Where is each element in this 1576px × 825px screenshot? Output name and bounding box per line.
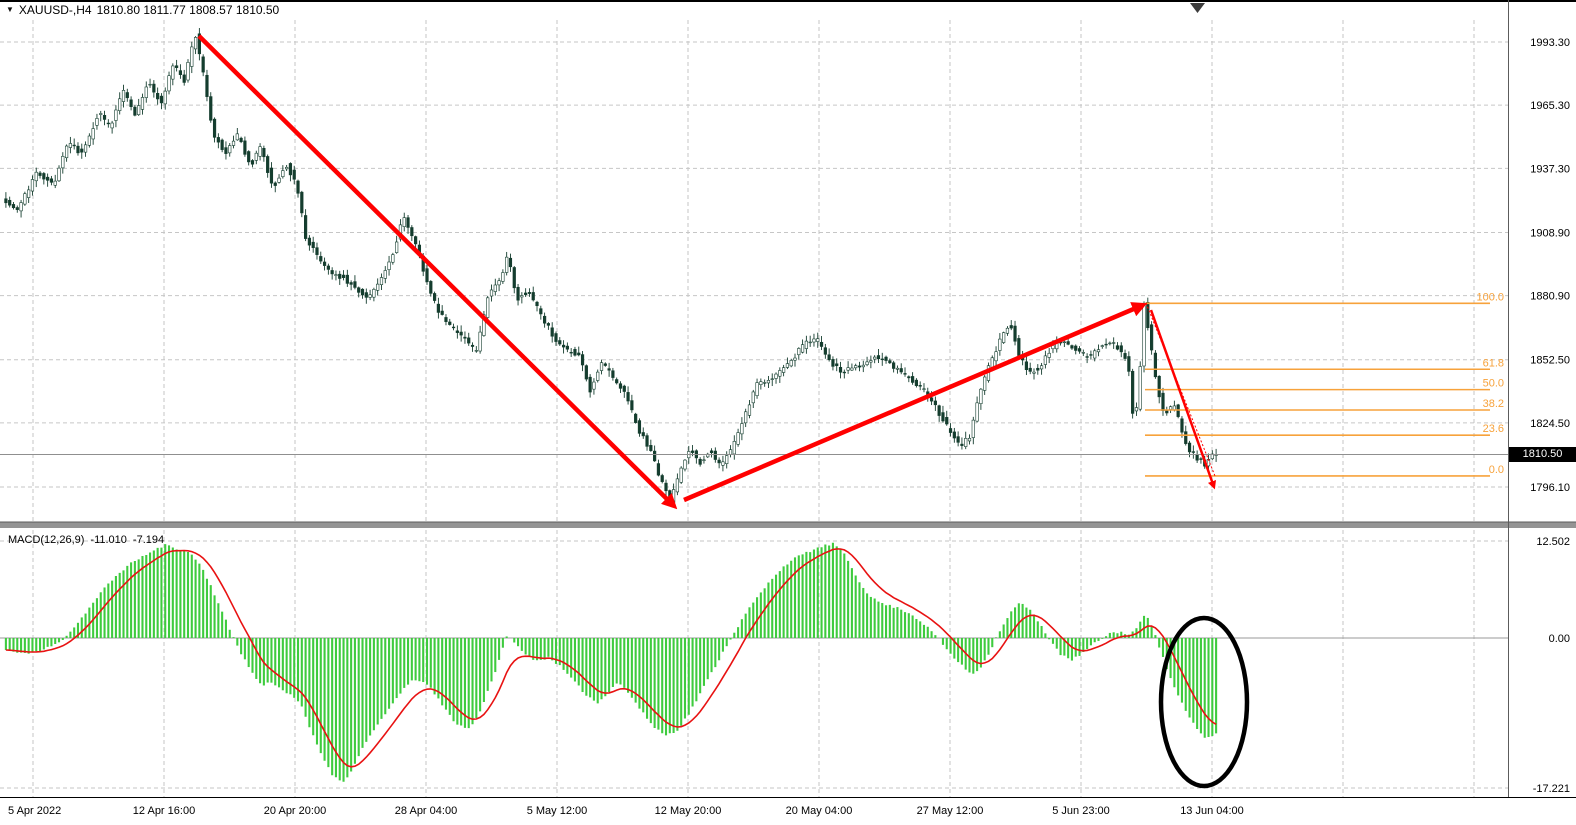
price-tick-label: 1908.90 bbox=[1530, 227, 1570, 239]
price-tick-label: 1852.50 bbox=[1530, 355, 1570, 367]
symbol-period-label: XAUUSD-,H4 bbox=[18, 3, 92, 17]
fib-level-label: 38.2 bbox=[1483, 398, 1504, 410]
price-tick-label: 1993.30 bbox=[1530, 37, 1570, 49]
fib-level-label: 100.0 bbox=[1476, 291, 1504, 303]
candlestick-series bbox=[4, 28, 1218, 507]
macd-indicator-header: MACD(12,26,9) -11.010 -7.194 bbox=[8, 534, 164, 546]
time-tick-label: 5 Apr 2022 bbox=[8, 805, 61, 817]
time-tick-label: 28 Apr 04:00 bbox=[395, 805, 457, 817]
macd-value-label: -11.010 bbox=[90, 534, 127, 546]
time-axis[interactable] bbox=[0, 797, 1576, 825]
time-tick-label: 20 May 04:00 bbox=[786, 805, 853, 817]
fib-level-label: 61.8 bbox=[1483, 357, 1504, 369]
macd-tick-label: 12.502 bbox=[1536, 536, 1570, 548]
price-tick-label: 1796.10 bbox=[1530, 482, 1570, 494]
time-tick-label: 12 Apr 16:00 bbox=[133, 805, 195, 817]
macd-tick-label: -17.221 bbox=[1533, 783, 1570, 795]
uptrend-arrow[interactable] bbox=[683, 302, 1148, 503]
current-price-badge: 1810.50 bbox=[1509, 447, 1576, 462]
time-tick-label: 27 May 12:00 bbox=[917, 805, 984, 817]
time-tick-label: 13 Jun 04:00 bbox=[1180, 805, 1244, 817]
time-tick-label: 5 May 12:00 bbox=[527, 805, 588, 817]
fibonacci-retracement[interactable]: 100.0 61.8 50.0 38.2 23.6 0.0 bbox=[1145, 291, 1504, 477]
macd-histogram bbox=[4, 542, 1218, 782]
macd-tick-label: 0.00 bbox=[1549, 633, 1570, 645]
fib-level-label: 23.6 bbox=[1483, 423, 1504, 435]
fib-level-label: 50.0 bbox=[1483, 378, 1504, 390]
downtrend-arrow[interactable] bbox=[197, 34, 678, 510]
panel-divider[interactable] bbox=[0, 522, 1576, 528]
macd-name-label: MACD(12,26,9) bbox=[8, 534, 85, 546]
price-tick-label: 1937.30 bbox=[1530, 163, 1570, 175]
price-tick-label: 1824.50 bbox=[1530, 418, 1570, 430]
ohlc-quote-label: 1810.80 1811.77 1808.57 1810.50 bbox=[96, 3, 280, 17]
time-tick-label: 12 May 20:00 bbox=[655, 805, 722, 817]
time-tick-label: 20 Apr 20:00 bbox=[264, 805, 326, 817]
chart-shift-marker-icon[interactable] bbox=[1190, 3, 1205, 13]
symbol-marker-icon: ▼ bbox=[6, 5, 14, 14]
breakdown-arrow[interactable] bbox=[1149, 309, 1217, 490]
price-tick-label: 1965.30 bbox=[1530, 100, 1570, 112]
price-axis[interactable] bbox=[1508, 0, 1576, 797]
grid bbox=[0, 20, 1508, 797]
fib-level-label: 0.0 bbox=[1489, 464, 1504, 476]
macd-signal-value-label: -7.194 bbox=[132, 534, 165, 546]
macd-signal-line bbox=[5, 548, 1217, 768]
chart-header: ▼ XAUUSD-,H4 1810.80 1811.77 1808.57 181… bbox=[6, 3, 279, 17]
price-tick-label: 1880.90 bbox=[1530, 291, 1570, 303]
macd-highlight-ellipse[interactable] bbox=[1158, 615, 1250, 789]
time-tick-label: 5 Jun 23:00 bbox=[1052, 805, 1110, 817]
